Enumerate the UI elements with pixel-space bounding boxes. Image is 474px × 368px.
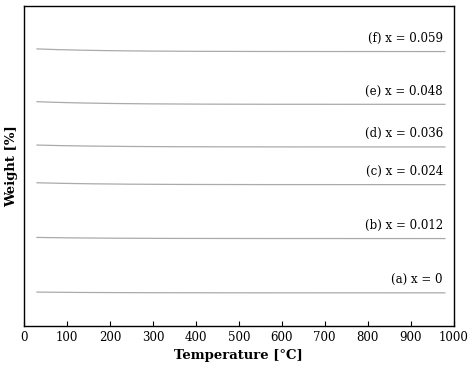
Text: (e) x = 0.048: (e) x = 0.048 xyxy=(365,85,443,98)
Text: (d) x = 0.036: (d) x = 0.036 xyxy=(365,127,443,140)
Text: (b) x = 0.012: (b) x = 0.012 xyxy=(365,219,443,232)
Y-axis label: Weight [%]: Weight [%] xyxy=(6,125,18,207)
Text: (a) x = 0: (a) x = 0 xyxy=(391,273,443,286)
X-axis label: Temperature [°C]: Temperature [°C] xyxy=(174,350,303,362)
Text: (f) x = 0.059: (f) x = 0.059 xyxy=(368,32,443,45)
Text: (c) x = 0.024: (c) x = 0.024 xyxy=(365,165,443,178)
